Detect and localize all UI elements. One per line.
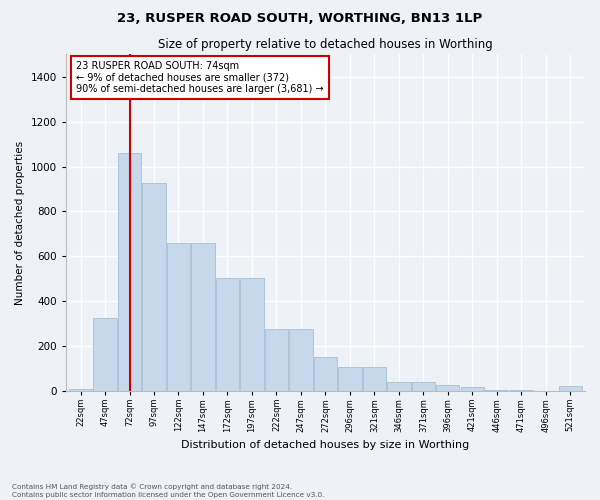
Bar — [412, 382, 435, 391]
Bar — [191, 243, 215, 391]
Bar — [485, 390, 508, 391]
Text: Contains HM Land Registry data © Crown copyright and database right 2024.
Contai: Contains HM Land Registry data © Crown c… — [12, 484, 325, 498]
Text: 23 RUSPER ROAD SOUTH: 74sqm
← 9% of detached houses are smaller (372)
90% of sem: 23 RUSPER ROAD SOUTH: 74sqm ← 9% of deta… — [76, 61, 324, 94]
Bar — [363, 368, 386, 391]
Bar — [241, 278, 263, 391]
Bar — [461, 388, 484, 391]
Bar — [216, 278, 239, 391]
Text: 23, RUSPER ROAD SOUTH, WORTHING, BN13 1LP: 23, RUSPER ROAD SOUTH, WORTHING, BN13 1L… — [118, 12, 482, 26]
Bar — [142, 184, 166, 391]
Title: Size of property relative to detached houses in Worthing: Size of property relative to detached ho… — [158, 38, 493, 51]
Bar — [314, 357, 337, 391]
Bar — [436, 385, 460, 391]
Bar — [289, 329, 313, 391]
Bar — [509, 390, 533, 391]
Bar — [94, 318, 116, 391]
Bar — [167, 243, 190, 391]
Y-axis label: Number of detached properties: Number of detached properties — [15, 140, 25, 304]
Bar — [338, 368, 362, 391]
Bar — [387, 382, 410, 391]
Bar — [265, 329, 288, 391]
Bar — [559, 386, 582, 391]
Bar — [69, 388, 92, 391]
Bar — [118, 153, 141, 391]
X-axis label: Distribution of detached houses by size in Worthing: Distribution of detached houses by size … — [181, 440, 470, 450]
